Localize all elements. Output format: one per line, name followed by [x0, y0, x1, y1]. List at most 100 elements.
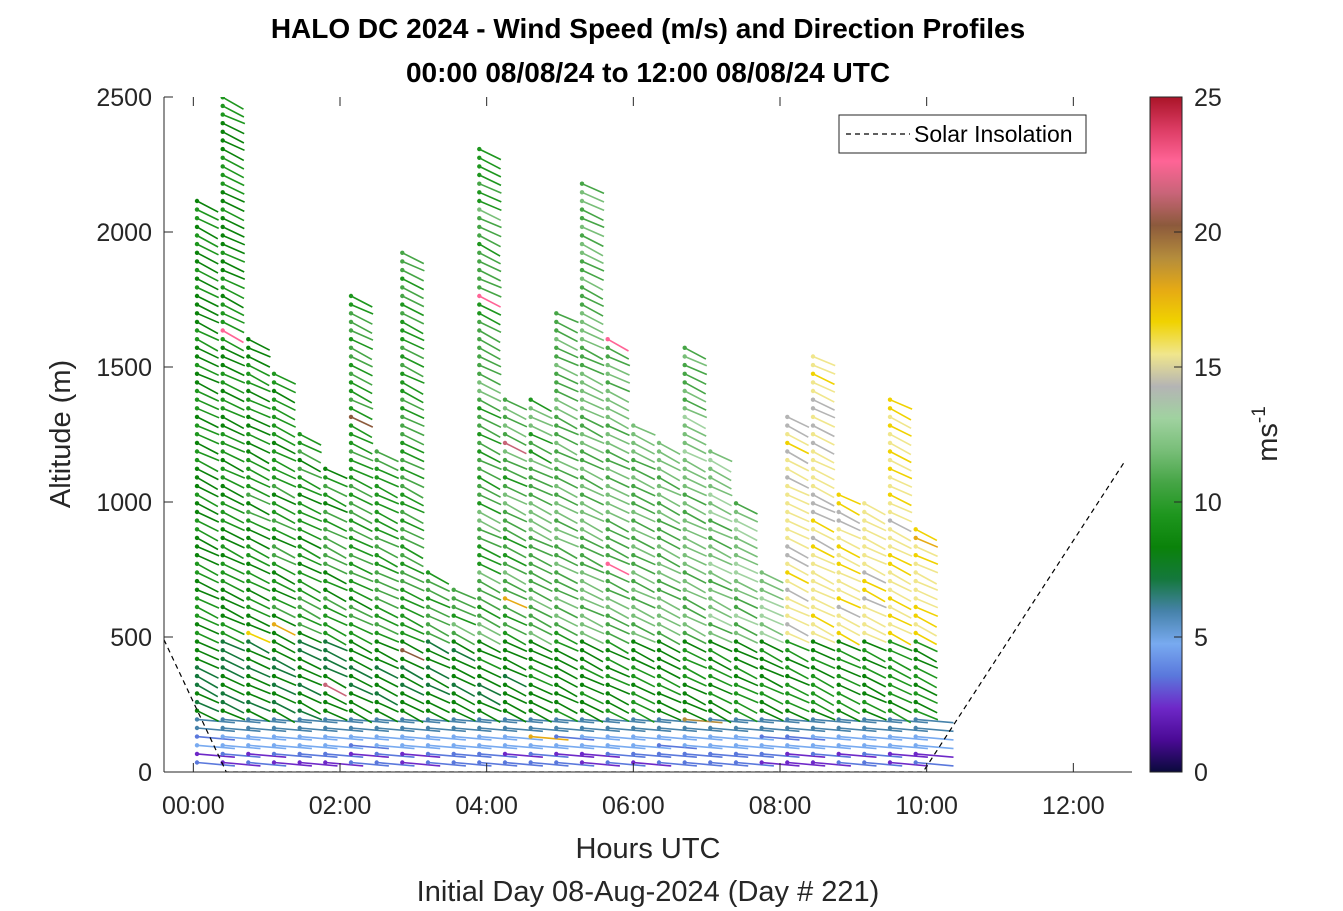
wind-barb [247, 658, 271, 670]
wind-barb [324, 692, 348, 706]
wind-barb [350, 468, 374, 479]
wind-barb [863, 684, 886, 698]
wind-barb-dot [477, 155, 482, 160]
wind-barb [555, 675, 578, 689]
wind-barb [838, 632, 860, 646]
wind-barb-dot [733, 596, 739, 601]
wind-barb [478, 165, 502, 178]
wind-barb [658, 519, 682, 532]
wind-barb-dot [708, 475, 713, 480]
wind-barb [376, 563, 400, 575]
wind-barb [376, 761, 415, 767]
x-tick-label: 02:00 [309, 792, 372, 820]
wind-barb [504, 649, 528, 660]
wind-barb [555, 312, 579, 324]
wind-barb [401, 347, 425, 360]
wind-barb-dot [400, 345, 405, 350]
wind-barb-dot [194, 717, 200, 722]
wind-barb-dot [323, 544, 328, 549]
wind-barb [786, 450, 809, 465]
wind-barb-dot [220, 596, 225, 601]
wind-barb-dot [271, 596, 277, 601]
wind-barb [478, 615, 501, 629]
wind-barb [709, 476, 732, 490]
wind-barb-dot [502, 406, 508, 411]
wind-barb [401, 373, 425, 384]
wind-barb [324, 554, 348, 566]
wind-barb [324, 476, 348, 488]
wind-barb [530, 528, 553, 542]
wind-barb-dot [554, 630, 559, 636]
wind-barb [478, 571, 501, 585]
wind-barb-dot [477, 285, 482, 290]
wind-barb [684, 416, 707, 430]
wind-barb [324, 640, 348, 652]
wind-barb [222, 277, 245, 290]
wind-barb-dot [348, 302, 354, 307]
wind-barb [658, 701, 681, 714]
wind-barb [504, 640, 528, 653]
wind-barb-dot [194, 241, 200, 247]
wind-barb [786, 442, 810, 455]
wind-barb [478, 234, 501, 248]
wind-barb-dot [220, 466, 225, 471]
wind-barb-dot [374, 475, 379, 480]
wind-barb-dot [579, 691, 585, 696]
wind-barb-dot [400, 691, 405, 696]
wind-barb-dot [579, 267, 585, 273]
wind-barb-dot [271, 432, 277, 437]
wind-barb-dot [682, 483, 687, 489]
wind-barb [196, 208, 219, 221]
wind-barb-dot [502, 518, 508, 523]
wind-barb [735, 640, 758, 654]
wind-barb [427, 709, 450, 723]
wind-barb [555, 485, 578, 499]
wind-barb [350, 424, 373, 439]
wind-barb [658, 623, 681, 637]
wind-barb [324, 606, 348, 619]
wind-barb-dot [528, 527, 533, 532]
wind-barb-dot [220, 207, 225, 212]
wind-barb [735, 511, 759, 523]
wind-barb-dot [862, 570, 867, 575]
wind-barb-dot [708, 561, 713, 566]
wind-barb-dot [246, 596, 251, 601]
wind-barb-dot [400, 259, 405, 264]
wind-barb-dot [656, 682, 662, 687]
wind-barb [786, 580, 809, 594]
wind-barb [581, 485, 605, 497]
wind-barb [555, 321, 579, 334]
wind-barb [401, 295, 425, 308]
wind-barb [658, 718, 697, 724]
wind-barb-dot [682, 760, 687, 765]
wind-barb-dot [605, 760, 610, 765]
wind-barb [838, 597, 862, 609]
wind-barb [684, 701, 708, 712]
wind-barb [247, 666, 271, 678]
wind-barb-dot [451, 682, 456, 687]
wind-barb-dot [220, 397, 225, 402]
wind-barb-dot [246, 553, 251, 558]
wind-barb [581, 589, 604, 602]
wind-barb [915, 640, 938, 653]
wind-barb-dot [323, 561, 328, 566]
wind-barb [222, 234, 246, 246]
wind-barb-dot [579, 328, 585, 333]
wind-barb-dot [785, 665, 790, 670]
wind-barb-dot [425, 596, 431, 601]
wind-barb-dot [297, 578, 302, 584]
wind-barb [504, 675, 527, 688]
wind-barb-dot [579, 717, 585, 722]
wind-barb-dot [605, 734, 610, 739]
wind-barb [530, 632, 553, 646]
wind-barb-dot [374, 501, 379, 506]
wind-barb [761, 692, 784, 705]
wind-barb [350, 753, 389, 758]
wind-barb [607, 675, 631, 687]
wind-barb [607, 744, 646, 750]
wind-barb [273, 442, 296, 455]
wind-barb-dot [477, 699, 482, 705]
wind-barb-dot [400, 553, 405, 558]
wind-barb [478, 347, 501, 361]
wind-barb-dot [682, 596, 687, 601]
